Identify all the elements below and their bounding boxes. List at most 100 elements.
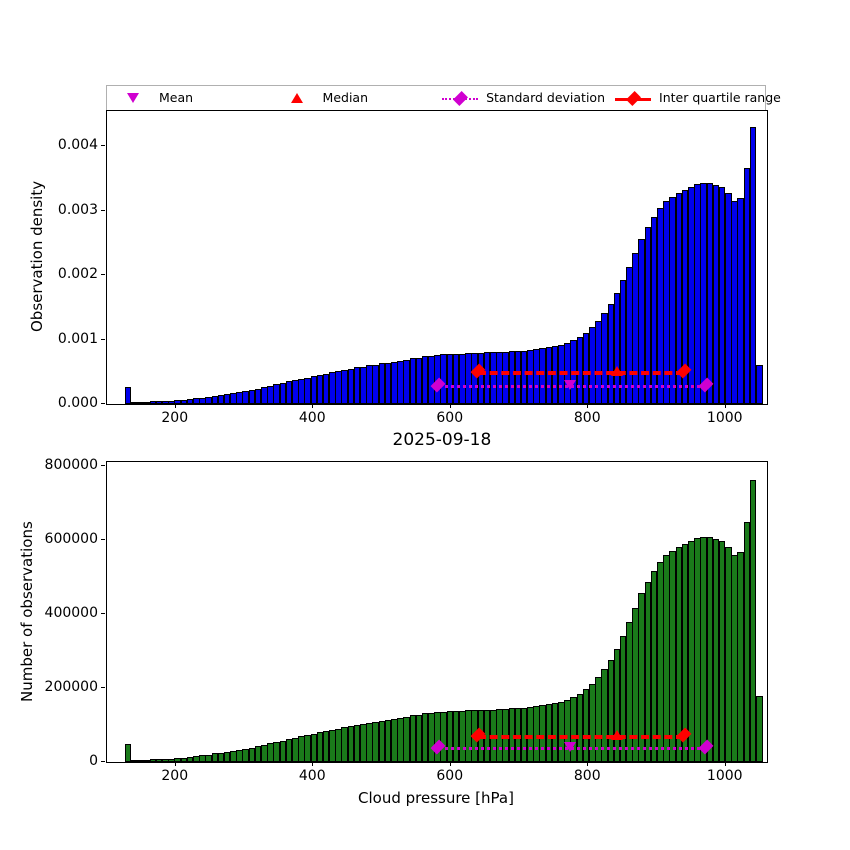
histogram-bar: [347, 368, 355, 404]
histogram-bar: [174, 400, 181, 404]
x-axis-tick-label: 600: [436, 410, 464, 426]
histogram-bar: [421, 356, 429, 404]
histogram-bar: [459, 353, 466, 404]
y-axis-tick: [101, 209, 105, 211]
histogram-bar: [205, 396, 212, 404]
histogram-bar: [545, 347, 553, 404]
histogram-bar: [582, 689, 590, 762]
x-axis-tick-label: 800: [573, 768, 601, 784]
histogram-bar: [285, 739, 293, 762]
histogram-bar: [576, 337, 584, 404]
x-axis-tick: [174, 762, 176, 766]
histogram-bar: [353, 367, 361, 404]
histogram-bar: [217, 752, 225, 762]
histogram-bar: [588, 327, 596, 404]
histogram-bar: [162, 758, 169, 762]
histogram-bar: [452, 353, 460, 404]
histogram-bar: [261, 744, 268, 762]
histogram-bar: [650, 570, 658, 762]
y-axis-tick: [101, 338, 105, 340]
histogram-bar: [291, 737, 299, 762]
x-axis-tick: [312, 404, 314, 408]
x-axis-tick: [724, 762, 726, 766]
histogram-bar: [477, 353, 485, 404]
histogram-bar: [700, 536, 707, 762]
histogram-bar: [533, 348, 540, 404]
histogram-bar: [459, 710, 466, 762]
histogram-bar: [409, 715, 417, 762]
histogram-bar: [619, 636, 627, 762]
histogram-bar: [273, 384, 280, 404]
histogram-bar: [706, 536, 714, 762]
histogram-bar: [595, 677, 602, 762]
diamond-icon: [442, 90, 479, 106]
histogram-bar: [632, 607, 639, 762]
legend-label-inter-quartile-range: Inter quartile range: [659, 89, 781, 105]
x-axis-tick: [174, 404, 176, 408]
histogram-bar: [582, 332, 590, 404]
legend-label-mean: Mean: [159, 89, 194, 105]
y-axis-tick-label: 800000: [44, 456, 98, 473]
histogram-bar: [149, 759, 157, 762]
x-axis-tick: [587, 762, 589, 766]
histogram-bar: [712, 539, 720, 762]
iqr-high-diamond-icon: [676, 727, 692, 743]
histogram-bar: [242, 749, 250, 762]
observation-density-axes: [106, 110, 768, 405]
histogram-bar: [273, 741, 280, 762]
histogram-bar: [316, 732, 324, 762]
histogram-bar: [514, 707, 522, 762]
histogram-bar: [551, 346, 559, 404]
histogram-bar: [137, 760, 144, 762]
histogram-bar: [390, 361, 398, 404]
std-low-diamond-icon: [430, 739, 446, 755]
histogram-bar: [465, 353, 472, 404]
histogram-bar: [360, 366, 367, 404]
histogram-bar: [366, 365, 373, 404]
iqr-low-diamond-icon: [470, 727, 486, 743]
histogram-bar: [725, 193, 732, 404]
histogram-bar: [298, 736, 305, 762]
y-axis-tick-label: 0.001: [57, 330, 98, 347]
histogram-bar: [632, 252, 639, 404]
histogram-bar: [230, 393, 237, 404]
histogram-bar: [520, 707, 528, 762]
histogram-bar: [446, 353, 454, 404]
histogram-bar: [496, 352, 503, 404]
median-triangle-up-icon: [610, 366, 623, 376]
histogram-bar: [168, 758, 175, 762]
histogram-bar: [131, 402, 138, 404]
histogram-bar: [694, 538, 701, 762]
std-low-diamond-icon: [430, 377, 446, 393]
histogram-bar: [131, 760, 138, 762]
number-of-observations-plot-area: [107, 462, 767, 762]
observation-density-plot-area: [107, 111, 767, 404]
histogram-bar: [322, 373, 330, 404]
histogram-bar: [143, 760, 151, 762]
mean-triangle-down-icon: [564, 380, 577, 390]
histogram-bar: [397, 717, 404, 762]
x-axis-tick-label: 800: [573, 410, 601, 426]
histogram-bar: [236, 750, 243, 762]
histogram-bar: [527, 349, 534, 404]
histogram-bar: [607, 304, 615, 404]
histogram-bar: [366, 722, 373, 762]
histogram-bar: [434, 712, 441, 762]
histogram-bar: [718, 540, 726, 762]
histogram-bar: [329, 372, 336, 404]
histogram-bar: [298, 378, 305, 404]
x-axis-tick: [449, 404, 451, 408]
histogram-bar: [378, 720, 386, 762]
histogram-bar: [285, 381, 293, 404]
histogram-bar: [335, 728, 342, 762]
histogram-bar: [403, 716, 410, 762]
histogram-bar: [644, 226, 652, 404]
histogram-bar: [452, 710, 460, 762]
histogram-bar: [403, 359, 410, 404]
histogram-bar: [595, 320, 602, 404]
y-axis-tick: [101, 464, 105, 466]
y-axis-tick: [101, 686, 105, 688]
histogram-bar: [576, 693, 584, 762]
histogram-bar: [564, 699, 571, 762]
triangle-down-icon: [115, 90, 151, 106]
